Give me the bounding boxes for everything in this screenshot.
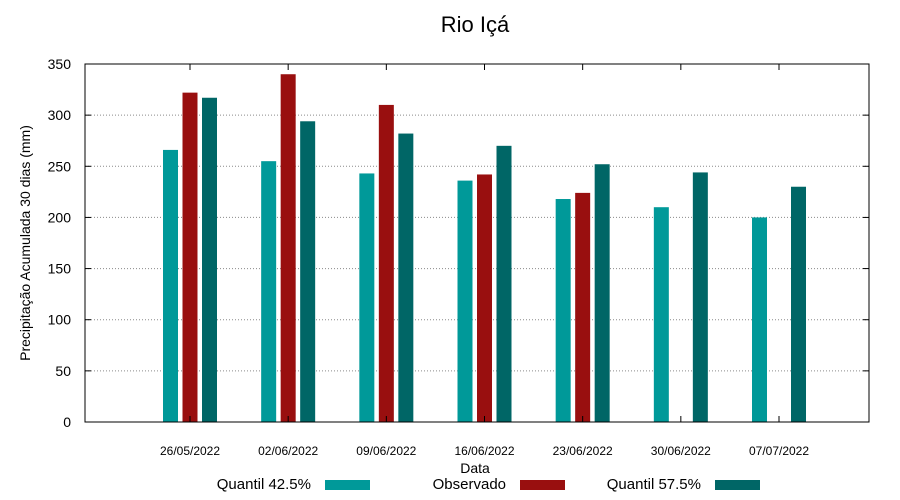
y-tick-label: 250 <box>48 158 72 174</box>
x-axis-label: Data <box>460 460 490 476</box>
bars <box>163 74 807 423</box>
x-tick-label: 07/07/2022 <box>749 444 809 458</box>
bar-quantil-57-5--4 <box>594 164 610 423</box>
bar-quantil-42-5--6 <box>752 217 768 422</box>
x-tick-label: 23/06/2022 <box>553 444 613 458</box>
legend-swatch-2 <box>715 480 760 490</box>
bar-observado-3 <box>477 174 493 422</box>
y-tick-label: 300 <box>48 107 72 123</box>
bar-quantil-57-5--1 <box>300 121 316 422</box>
y-tick-label: 200 <box>48 209 72 225</box>
y-tick-label: 100 <box>48 312 72 328</box>
y-tick-label: 50 <box>55 363 71 379</box>
bar-observado-0 <box>182 92 198 422</box>
x-axis: 26/05/2022 02/06/2022 09/06/2022 16/06/2022… <box>160 64 809 458</box>
y-axis-label: Precipitação Acumulada 30 dias (mm) <box>17 125 33 361</box>
legend-swatch-1 <box>520 480 565 490</box>
bar-quantil-42-5--3 <box>457 180 473 422</box>
bar-observado-2 <box>378 104 394 423</box>
bar-observado-4 <box>575 192 591 422</box>
legend: Quantil 42.5% Observado Quantil 57.5% <box>217 476 760 493</box>
y-axis: 0 50 100 150 200 250 300 350 <box>48 56 869 430</box>
bar-quantil-42-5--0 <box>163 149 178 423</box>
x-tick-label: 09/06/2022 <box>356 444 416 458</box>
x-tick-label: 16/06/2022 <box>454 444 514 458</box>
bar-quantil-57-5--5 <box>692 172 708 422</box>
legend-swatch-0 <box>325 480 370 490</box>
x-tick-label: 30/06/2022 <box>651 444 711 458</box>
x-tick-label: 02/06/2022 <box>258 444 318 458</box>
bar-quantil-57-5--2 <box>398 133 414 422</box>
y-tick-label: 350 <box>48 56 72 72</box>
chart-title: Rio Içá <box>441 12 510 37</box>
bar-quantil-57-5--3 <box>496 145 512 423</box>
bar-observado-1 <box>280 74 296 422</box>
legend-label-0: Quantil 42.5% <box>217 476 311 493</box>
plot-frame <box>84 63 870 423</box>
bar-quantil-42-5--2 <box>359 173 375 422</box>
y-tick-label: 0 <box>63 414 71 430</box>
bar-quantil-42-5--4 <box>555 199 571 422</box>
x-tick-label: 26/05/2022 <box>160 444 220 458</box>
bar-quantil-57-5--0 <box>202 97 217 423</box>
legend-label-1: Observado <box>433 476 506 493</box>
y-tick-label: 150 <box>48 261 72 277</box>
legend-label-2: Quantil 57.5% <box>607 476 701 493</box>
bar-quantil-42-5--1 <box>261 161 277 422</box>
bar-quantil-57-5--6 <box>791 186 807 422</box>
bar-quantil-42-5--5 <box>653 207 669 422</box>
